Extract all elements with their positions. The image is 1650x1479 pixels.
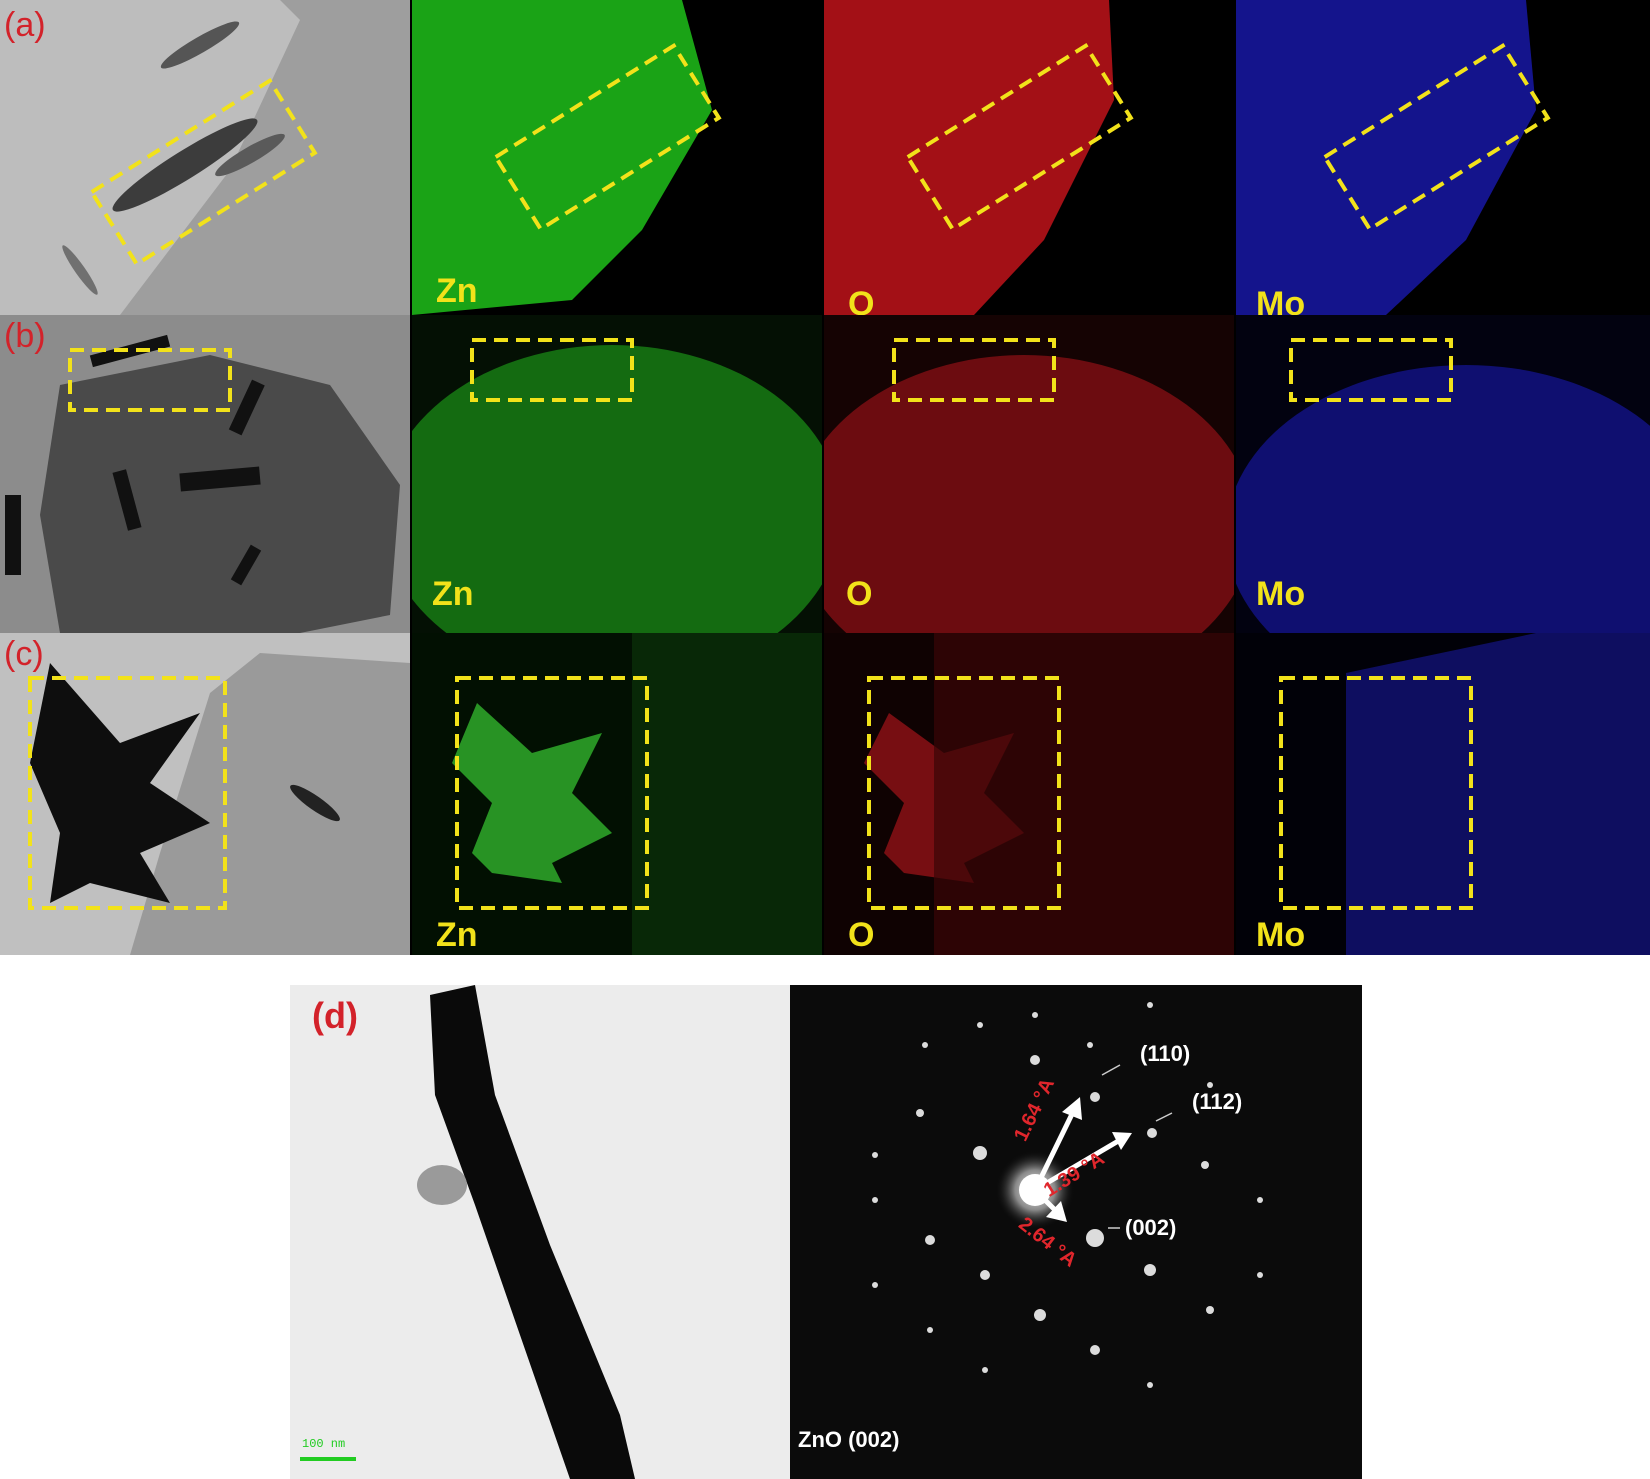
mo-map-c: Mo — [1236, 633, 1650, 955]
scale-bar-label: 100 nm — [302, 1437, 346, 1451]
element-label-o-b: O — [846, 575, 873, 613]
panel-label-a: (a) — [4, 6, 46, 44]
hkl-label-110: (110) — [1140, 1041, 1191, 1066]
tem-image-d: (d) 100 nm — [290, 985, 790, 1479]
o-map-b: O — [824, 315, 1234, 633]
eds-mapping-grid: (a) Zn O Mo — [0, 0, 1650, 955]
element-label-zn-a: Zn — [436, 272, 478, 310]
diffraction-caption: ZnO (002) — [798, 1427, 900, 1452]
element-label-zn-b: Zn — [432, 575, 474, 613]
tem-image-a: (a) — [0, 0, 410, 315]
hkl-label-002: (002) — [1125, 1215, 1177, 1240]
mo-map-a: Mo — [1236, 0, 1650, 315]
panel-label-d: (d) — [312, 995, 358, 1036]
element-label-mo-c: Mo — [1256, 916, 1306, 954]
zn-map-b: Zn — [412, 315, 822, 633]
diffraction-pattern: (110) (112) (002) 1.64 °A 1.39 °A 2.64 °… — [790, 985, 1362, 1479]
element-label-o-c: O — [848, 916, 875, 954]
element-label-mo-b: Mo — [1256, 575, 1306, 613]
panel-label-b: (b) — [4, 317, 46, 355]
element-label-o-a: O — [848, 285, 875, 315]
element-label-zn-c: Zn — [436, 916, 478, 954]
element-label-mo-a: Mo — [1256, 285, 1306, 315]
zn-map-c: Zn — [412, 633, 822, 955]
zn-map-a: Zn — [412, 0, 822, 315]
panel-label-c: (c) — [4, 635, 44, 673]
tem-image-b: (b) — [0, 315, 410, 633]
o-map-c: O — [824, 633, 1234, 955]
o-map-a: O — [824, 0, 1234, 315]
tem-image-c: (c) — [0, 633, 410, 955]
hkl-label-112: (112) — [1192, 1089, 1243, 1114]
mo-map-b: Mo — [1236, 315, 1650, 633]
scale-bar — [300, 1457, 356, 1461]
